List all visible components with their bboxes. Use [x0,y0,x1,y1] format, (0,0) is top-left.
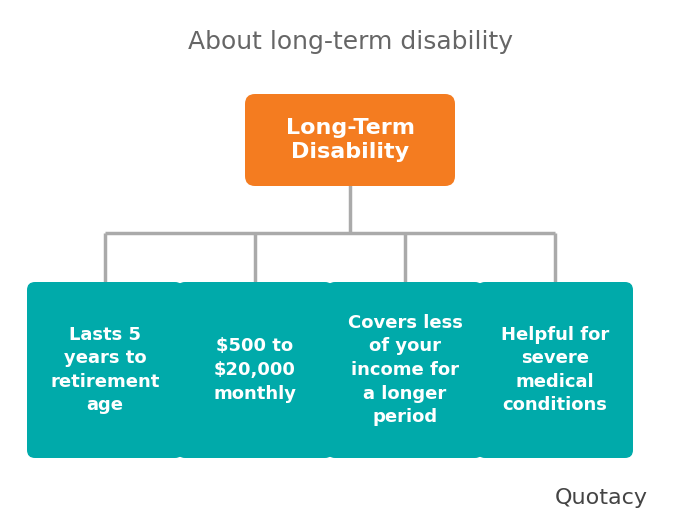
FancyBboxPatch shape [477,282,633,458]
Text: Quotacy: Quotacy [555,488,648,508]
FancyBboxPatch shape [177,282,333,458]
Text: About long-term disability: About long-term disability [188,30,512,54]
FancyBboxPatch shape [327,282,483,458]
Text: Lasts 5
years to
retirement
age: Lasts 5 years to retirement age [50,326,160,414]
FancyBboxPatch shape [245,94,455,186]
FancyBboxPatch shape [27,282,183,458]
Text: $500 to
$20,000
monthly: $500 to $20,000 monthly [214,337,297,402]
Text: Long-Term
Disability: Long-Term Disability [286,118,414,161]
Text: Covers less
of your
income for
a longer
period: Covers less of your income for a longer … [348,314,463,426]
Text: Helpful for
severe
medical
conditions: Helpful for severe medical conditions [501,326,609,414]
